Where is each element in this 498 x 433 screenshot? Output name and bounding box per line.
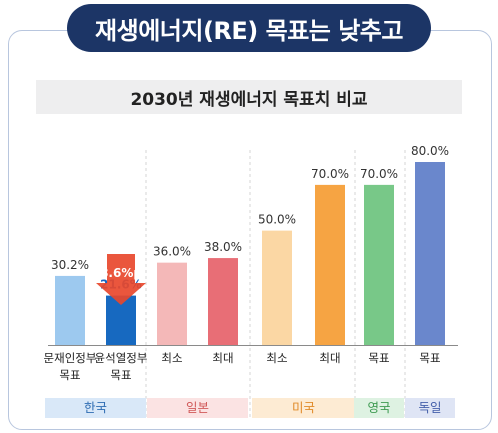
x-tick-label-3-1: 최소	[161, 351, 182, 365]
group-label-5: 독일	[418, 400, 441, 415]
x-tick-label-8-1: 목표	[419, 351, 440, 365]
group-band-3	[252, 398, 355, 418]
group-label-1: 한국	[84, 400, 107, 415]
difference-label: 8.6%p	[100, 266, 142, 280]
bar-value-label-8: 80.0%	[411, 144, 449, 158]
bar-7	[364, 184, 394, 345]
x-tick-label-2-1: 윤석열정부	[95, 351, 148, 365]
bar-value-label-5: 50.0%	[258, 213, 296, 227]
group-band-2	[147, 398, 248, 418]
group-band-1	[45, 398, 146, 418]
x-tick-label-1-1: 문재인정부	[44, 351, 97, 365]
bar-3	[157, 262, 187, 345]
chart-title: 2030년 재생에너지 목표치 비교	[36, 80, 462, 114]
group-label-3: 미국	[292, 400, 315, 415]
page-title: 재생에너지(RE) 목표는 낮추고	[67, 4, 431, 52]
bar-value-label-4: 38.0%	[204, 240, 242, 254]
bar-value-label-7: 70.0%	[360, 167, 398, 181]
x-tick-label-2-2: 목표	[110, 368, 131, 382]
bar-1	[55, 275, 85, 345]
bar-value-label-3: 36.0%	[153, 245, 191, 259]
group-band-5	[405, 398, 455, 418]
x-tick-label-4-1: 최대	[212, 351, 233, 365]
bar-value-label-1: 30.2%	[51, 258, 89, 272]
group-label-2: 일본	[186, 400, 209, 415]
x-tick-label-6-1: 최대	[319, 351, 340, 365]
bar-4	[208, 258, 238, 345]
x-tick-label-1-2: 목표	[59, 368, 80, 382]
group-label-4: 영국	[367, 400, 390, 415]
bar-value-label-6: 70.0%	[311, 167, 349, 181]
bar-6	[315, 184, 345, 345]
x-tick-label-7-1: 목표	[368, 351, 389, 365]
bar-8	[415, 162, 445, 345]
x-tick-label-5-1: 최소	[266, 351, 287, 365]
group-band-4	[354, 398, 404, 418]
difference-arrow-icon	[96, 254, 146, 305]
bar-5	[262, 230, 292, 345]
